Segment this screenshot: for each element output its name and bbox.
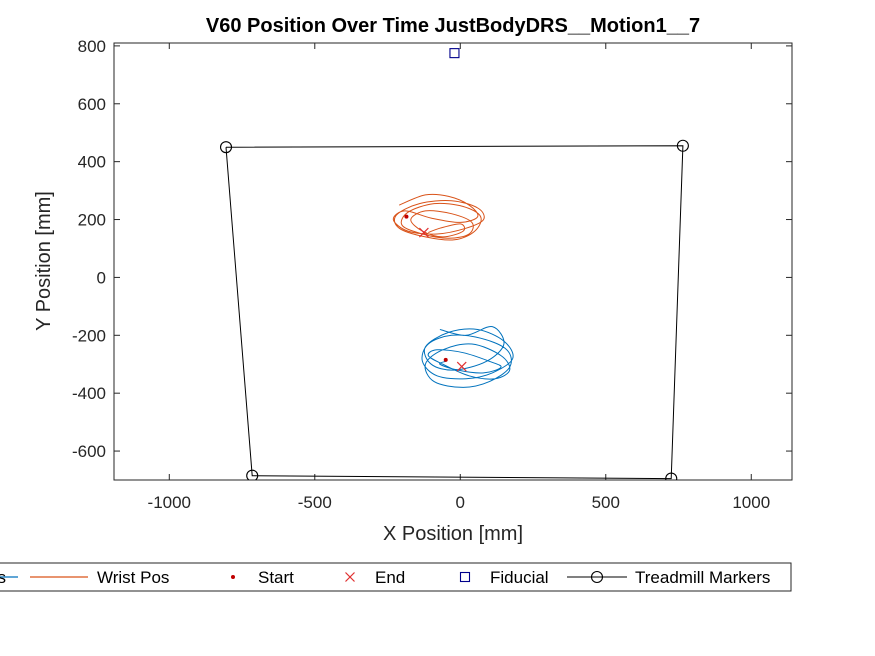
legend-swatch-marker xyxy=(459,571,471,583)
start-marker xyxy=(443,357,448,362)
legend-swatch-marker xyxy=(590,570,604,584)
plot-area xyxy=(219,48,689,480)
y-tick-label: -600 xyxy=(72,442,106,461)
legend-label: Treadmill Markers xyxy=(635,568,770,587)
legend-label: End xyxy=(375,568,405,587)
legend-swatch-marker xyxy=(345,572,355,582)
wrist-pos-trajectory xyxy=(392,193,485,241)
x-tick-label: 500 xyxy=(592,493,620,512)
legend-label: Wrist Pos xyxy=(97,568,169,587)
legend-item: Fiducial xyxy=(459,568,549,587)
treadmill-marker xyxy=(665,472,678,480)
x-tick-label: 0 xyxy=(456,493,465,512)
legend-item: Start xyxy=(231,568,294,587)
y-tick-label: -400 xyxy=(72,384,106,403)
y-tick-label: -200 xyxy=(72,326,106,345)
legend: os Wrist Pos Start End Fiducial Treadmill Mar… xyxy=(0,562,792,592)
legend-item: Wrist Pos xyxy=(30,568,169,587)
y-tick-label: 800 xyxy=(78,37,106,56)
x-tick-label: -1000 xyxy=(148,493,191,512)
legend-label: os xyxy=(0,568,6,587)
legend-item: Treadmill Markers xyxy=(567,568,770,587)
start-marker xyxy=(404,214,409,219)
legend-items: os Wrist Pos Start End Fiducial Treadmill Mar… xyxy=(0,568,770,587)
treadmill-marker xyxy=(219,141,233,154)
end-marker xyxy=(456,361,467,372)
axis-tick-labels: -1000 -500 0 500 1000 -600 -400 -200 0 200 400 600 8… xyxy=(72,37,770,512)
axis-ticks xyxy=(114,43,792,480)
legend-item: End xyxy=(345,568,405,587)
axes-box xyxy=(113,42,793,481)
y-tick-label: 0 xyxy=(97,268,106,287)
end-marker xyxy=(418,227,429,238)
x-tick-label: -500 xyxy=(298,493,332,512)
x-axis-label: X Position [mm] xyxy=(383,523,523,545)
treadmill-marker xyxy=(676,139,689,152)
legend-label: Fiducial xyxy=(490,568,549,587)
legend-item: os xyxy=(0,568,18,587)
y-tick-label: 200 xyxy=(78,211,106,230)
pos-trajectory xyxy=(421,326,514,388)
treadmill-marker xyxy=(246,469,259,480)
fiducial-marker xyxy=(449,48,460,59)
x-tick-label: 1000 xyxy=(732,493,770,512)
y-axis-label: Y Position [mm] xyxy=(33,191,55,331)
legend-box xyxy=(0,562,792,592)
chart-title: V60 Position Over Time JustBodyDRS__Moti… xyxy=(206,15,700,37)
legend-swatch-marker xyxy=(231,575,235,579)
legend-label: Start xyxy=(258,568,294,587)
y-tick-label: 600 xyxy=(78,95,106,114)
y-tick-label: 400 xyxy=(78,153,106,172)
treadmill-outline xyxy=(225,145,684,480)
